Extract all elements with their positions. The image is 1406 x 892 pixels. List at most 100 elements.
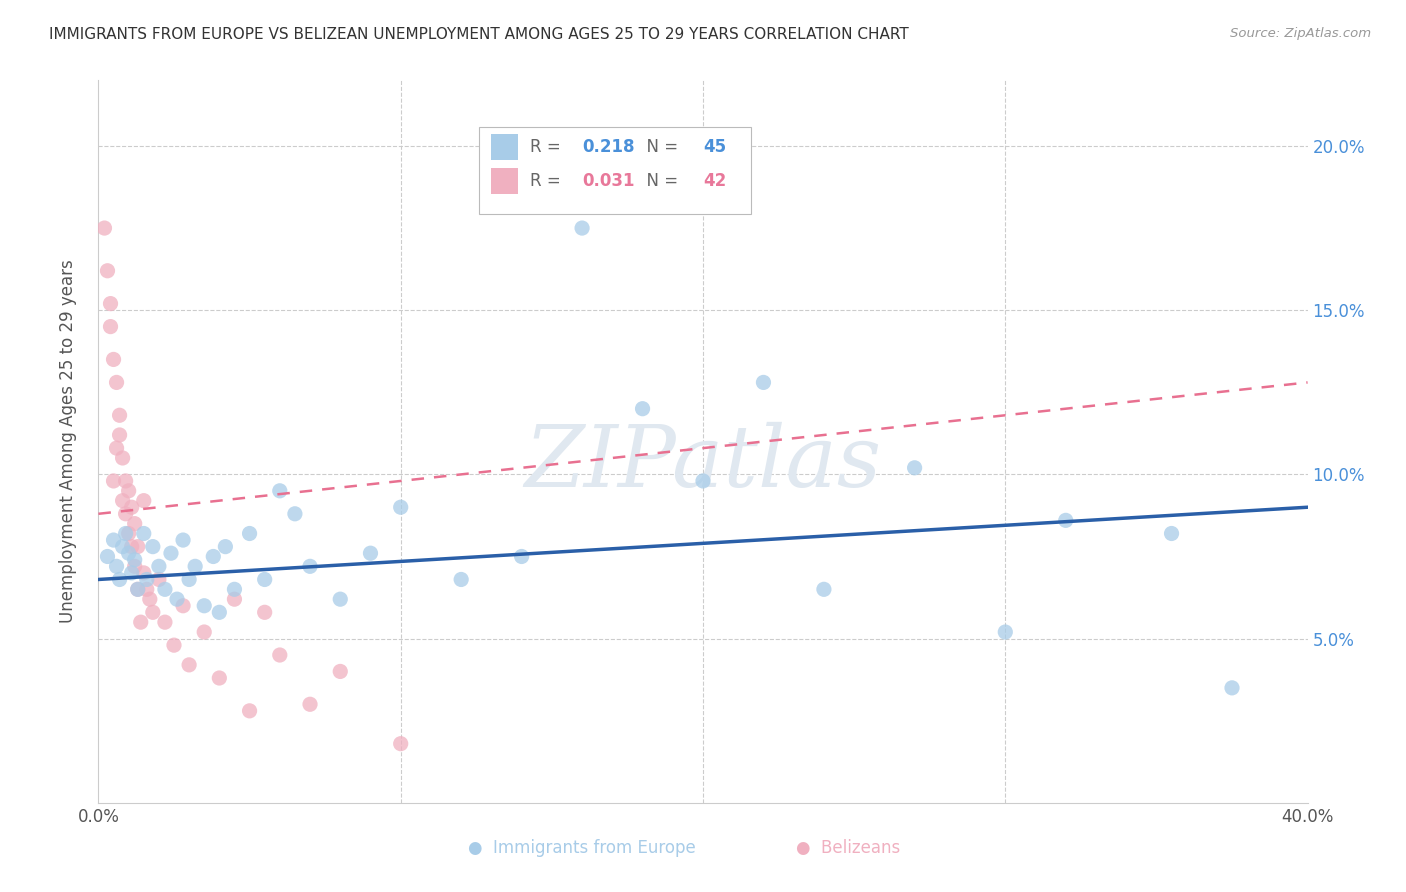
Point: [132, 566, 155, 580]
Point: [752, 376, 775, 390]
Point: [103, 533, 125, 547]
Point: [239, 704, 262, 718]
Point: [692, 474, 714, 488]
Bar: [492, 135, 517, 161]
Point: [239, 526, 262, 541]
Point: [111, 450, 134, 465]
Point: [127, 582, 149, 597]
Point: [193, 599, 215, 613]
Point: [121, 566, 143, 580]
Point: [103, 474, 125, 488]
Text: ●  Immigrants from Europe: ● Immigrants from Europe: [468, 839, 696, 857]
Point: [124, 553, 146, 567]
Point: [103, 352, 125, 367]
FancyBboxPatch shape: [479, 128, 751, 214]
Point: [160, 546, 183, 560]
Text: IMMIGRANTS FROM EUROPE VS BELIZEAN UNEMPLOYMENT AMONG AGES 25 TO 29 YEARS CORREL: IMMIGRANTS FROM EUROPE VS BELIZEAN UNEMP…: [49, 27, 908, 42]
Point: [166, 592, 188, 607]
Point: [631, 401, 654, 416]
Point: [108, 428, 131, 442]
Text: Source: ZipAtlas.com: Source: ZipAtlas.com: [1230, 27, 1371, 40]
Point: [253, 573, 276, 587]
Point: [389, 737, 412, 751]
Point: [135, 573, 157, 587]
Point: [114, 507, 136, 521]
Point: [105, 376, 128, 390]
Y-axis label: Unemployment Among Ages 25 to 29 years: Unemployment Among Ages 25 to 29 years: [59, 260, 77, 624]
Point: [202, 549, 225, 564]
Point: [148, 573, 170, 587]
Point: [121, 540, 143, 554]
Point: [118, 483, 141, 498]
Point: [329, 592, 352, 607]
Point: [153, 615, 176, 630]
Point: [114, 474, 136, 488]
Point: [148, 559, 170, 574]
Point: [100, 319, 122, 334]
Point: [132, 493, 155, 508]
Point: [450, 573, 472, 587]
Point: [96, 264, 118, 278]
Point: [1054, 513, 1077, 527]
Point: [127, 582, 149, 597]
Point: [208, 671, 231, 685]
Point: [127, 540, 149, 554]
Point: [132, 526, 155, 541]
Point: [1160, 526, 1182, 541]
Point: [269, 648, 291, 662]
Point: [172, 533, 194, 547]
Text: R =: R =: [530, 172, 567, 190]
Point: [100, 296, 122, 310]
Point: [135, 582, 157, 597]
Point: [139, 592, 162, 607]
Point: [571, 221, 593, 235]
Point: [253, 605, 276, 619]
Point: [193, 625, 215, 640]
Point: [299, 559, 322, 574]
Point: [389, 500, 412, 515]
Text: 0.218: 0.218: [582, 138, 634, 156]
Point: [96, 549, 118, 564]
Bar: [492, 169, 517, 194]
Point: [179, 657, 201, 672]
Point: [214, 540, 236, 554]
Text: ●  Belizeans: ● Belizeans: [796, 839, 900, 857]
Text: N =: N =: [637, 138, 683, 156]
Point: [904, 460, 927, 475]
Point: [142, 605, 165, 619]
Point: [284, 507, 307, 521]
Point: [172, 599, 194, 613]
Text: R =: R =: [530, 138, 567, 156]
Point: [184, 559, 207, 574]
Point: [93, 221, 115, 235]
Text: N =: N =: [637, 172, 683, 190]
Point: [124, 516, 146, 531]
Point: [299, 698, 322, 712]
Point: [142, 540, 165, 554]
Point: [105, 441, 128, 455]
Point: [108, 573, 131, 587]
Point: [105, 559, 128, 574]
Point: [224, 592, 246, 607]
Point: [329, 665, 352, 679]
Point: [163, 638, 186, 652]
Point: [208, 605, 231, 619]
Point: [118, 546, 141, 560]
Point: [111, 493, 134, 508]
Point: [360, 546, 382, 560]
Text: 45: 45: [703, 138, 725, 156]
Point: [269, 483, 291, 498]
Point: [1220, 681, 1243, 695]
Point: [153, 582, 176, 597]
Point: [129, 615, 152, 630]
Point: [121, 500, 143, 515]
Point: [124, 559, 146, 574]
Text: ZIPatlas: ZIPatlas: [524, 422, 882, 505]
Point: [118, 526, 141, 541]
Point: [224, 582, 246, 597]
Point: [813, 582, 835, 597]
Point: [994, 625, 1017, 640]
Point: [111, 540, 134, 554]
Text: 0.031: 0.031: [582, 172, 634, 190]
Point: [108, 409, 131, 423]
